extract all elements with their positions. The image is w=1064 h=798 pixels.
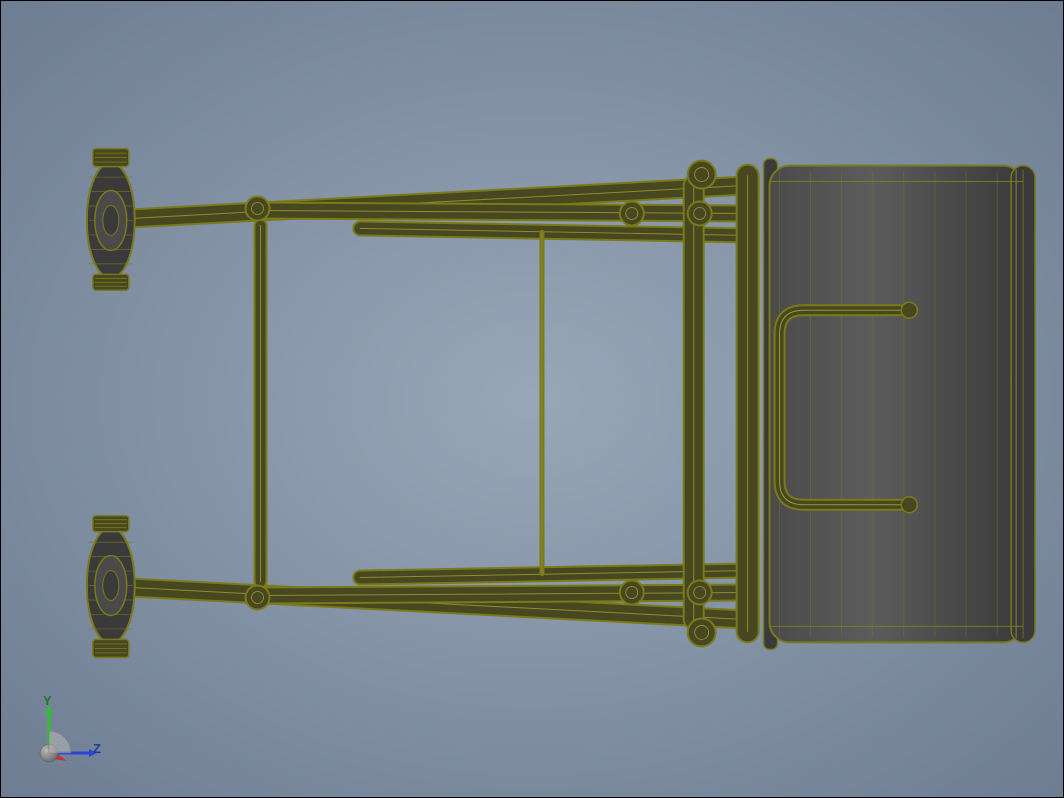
seat-panel [764, 159, 1035, 650]
axis-y-label: Y [43, 693, 52, 708]
cad-viewport[interactable]: Y Z [0, 0, 1064, 798]
orientation-triad[interactable]: Y Z [31, 697, 111, 777]
axis-z-label: Z [93, 741, 101, 756]
model-canvas[interactable] [1, 1, 1063, 797]
